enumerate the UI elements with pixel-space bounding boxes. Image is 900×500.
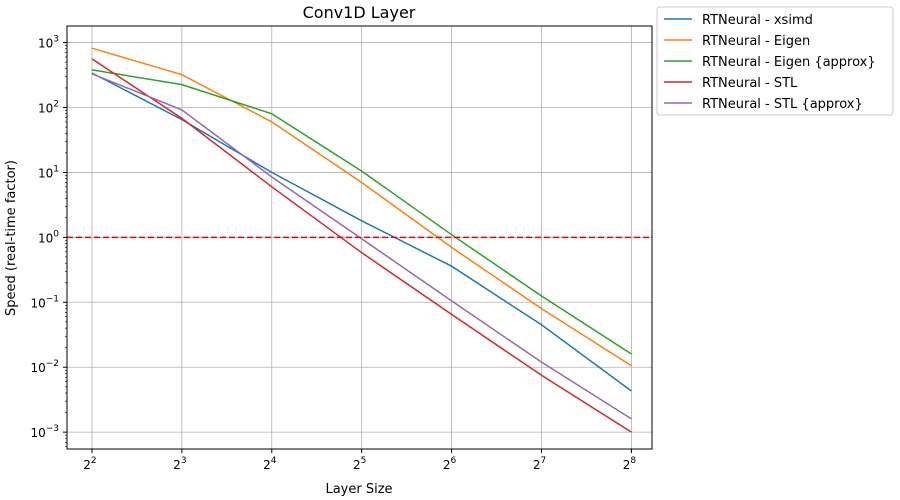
x-tick-label: 28 <box>623 456 637 472</box>
legend-entry: RTNeural - STL <box>702 76 798 91</box>
grid <box>67 26 652 449</box>
y-axis: 10−3 10−2 10−1 100 101 102 103 <box>30 35 67 447</box>
legend-entry: RTNeural - Eigen {approx} <box>702 55 876 70</box>
y-tick-label: 10−1 <box>30 294 59 310</box>
y-tick-label: 103 <box>38 35 59 51</box>
y-tick-label: 102 <box>38 100 59 116</box>
chart-title: Conv1D Layer <box>303 3 416 22</box>
x-axis: 22 23 24 25 26 27 28 <box>83 449 636 472</box>
y-tick-label: 10−2 <box>30 359 59 375</box>
series-line-rtneural-stl-approx <box>91 73 632 420</box>
x-axis-label: Layer Size <box>325 482 392 497</box>
legend-entry: RTNeural - Eigen <box>702 34 810 49</box>
series-line-rtneural-eigen <box>91 47 632 367</box>
x-tick-label: 24 <box>263 456 277 472</box>
x-tick-label: 26 <box>443 456 457 472</box>
plot-area <box>67 47 652 433</box>
y-tick-label: 10−3 <box>30 424 59 440</box>
series-line-rtneural-eigen-approx <box>91 69 632 355</box>
legend-entry: RTNeural - xsimd <box>702 13 813 28</box>
y-tick-label: 100 <box>38 229 59 245</box>
y-axis-label: Speed (real-time factor) <box>4 160 19 316</box>
legend: RTNeural - xsimd RTNeural - Eigen RTNeural… <box>656 6 894 116</box>
legend-entry: RTNeural - STL {approx} <box>702 97 863 112</box>
y-tick-label: 101 <box>38 164 59 180</box>
series-line-rtneural-xsimd <box>91 72 632 392</box>
series-line-rtneural-stl <box>91 58 632 433</box>
legend-box <box>656 6 894 116</box>
x-tick-label: 23 <box>173 456 186 472</box>
x-tick-label: 22 <box>83 456 96 472</box>
x-tick-label: 27 <box>533 456 546 472</box>
x-tick-label: 25 <box>353 456 366 472</box>
